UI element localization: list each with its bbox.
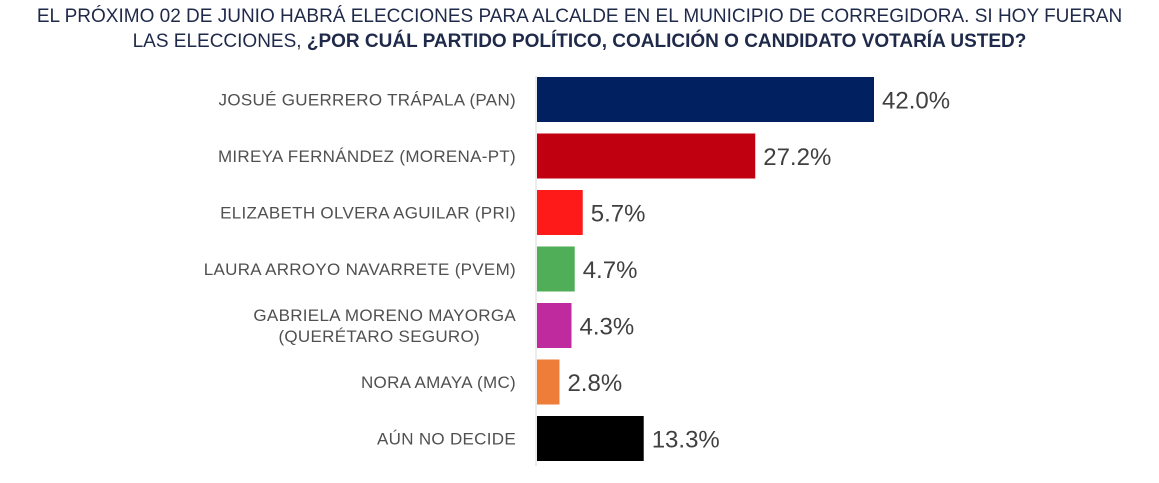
bar-value-label-0: 42.0% xyxy=(882,88,950,115)
bar-2 xyxy=(537,190,583,235)
category-label-4-line-0: GABRIELA MORENO MAYORGA xyxy=(253,306,516,325)
bar-value-label-6: 13.3% xyxy=(652,427,720,454)
category-label-2: ELIZABETH OLVERA AGUILAR (PRI) xyxy=(220,204,516,223)
category-label-1: MIREYA FERNÁNDEZ (MORENA-PT) xyxy=(218,147,516,166)
bar-value-label-5: 2.8% xyxy=(567,370,622,397)
chart-title: EL PRÓXIMO 02 DE JUNIO HABRÁ ELECCIONES … xyxy=(0,4,1159,54)
category-label-5: NORA AMAYA (MC) xyxy=(361,373,516,392)
category-label-4-line-1: (QUERÉTARO SEGURO) xyxy=(278,327,480,346)
bar-1 xyxy=(537,133,756,179)
chart-title-line-2: LAS ELECCIONES, ¿POR CUÁL PARTIDO POLÍTI… xyxy=(0,29,1159,54)
bar-value-label-1: 27.2% xyxy=(763,144,831,171)
bar-6 xyxy=(537,416,644,461)
chart-title-question: ¿POR CUÁL PARTIDO POLÍTICO, COALICIÓN O … xyxy=(306,31,1027,52)
bar-0 xyxy=(537,77,874,122)
bar-4 xyxy=(537,303,572,348)
bar-5 xyxy=(537,359,560,405)
category-label-3: LAURA ARROYO NAVARRETE (PVEM) xyxy=(204,260,516,279)
bar-value-label-4: 4.3% xyxy=(580,314,635,341)
bar-3 xyxy=(537,246,575,292)
category-label-0: JOSUÉ GUERRERO TRÁPALA (PAN) xyxy=(219,91,516,110)
chart-title-line-2-plain: LAS ELECCIONES, xyxy=(132,31,307,52)
category-label-6: AÚN NO DECIDE xyxy=(377,430,516,449)
bar-value-label-3: 4.7% xyxy=(583,257,638,284)
chart-title-line-1: EL PRÓXIMO 02 DE JUNIO HABRÁ ELECCIONES … xyxy=(36,6,1123,27)
bar-value-label-2: 5.7% xyxy=(591,201,646,228)
